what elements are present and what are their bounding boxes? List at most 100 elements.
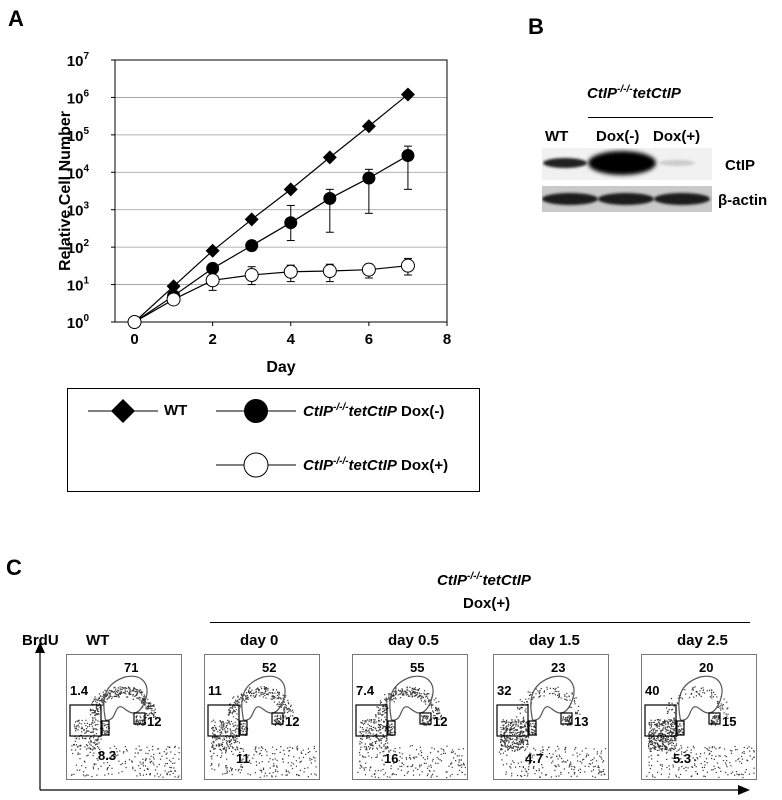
legend-dox-minus-gene: CtIP (303, 403, 333, 420)
legend-dox-minus-construct: tetCtIP (348, 403, 397, 420)
flow-group-construct: tetCtIP (482, 572, 531, 589)
data-point (166, 279, 181, 294)
blot-header-construct: tetCtIP (632, 85, 681, 102)
flow-plot-4 (641, 654, 757, 780)
data-point (244, 268, 259, 283)
data-point (323, 191, 337, 205)
y-tick-label: 101 (67, 276, 90, 295)
g1-gate (387, 720, 396, 736)
flow-plot-title: day 0.5 (388, 632, 439, 649)
legend-dox-minus-condition: Dox(-) (396, 403, 445, 420)
sub-g1-gate (69, 704, 102, 737)
g1-percent: 16 (384, 751, 399, 766)
data-point (322, 264, 337, 279)
sub-g1-gate (355, 704, 388, 737)
g2-percent: 12 (285, 714, 300, 729)
g2-gate (271, 712, 284, 725)
g1-percent: 8.3 (98, 748, 117, 763)
legend-wt-label: WT (164, 402, 188, 419)
data-point (166, 292, 181, 307)
x-tick-label: 4 (287, 331, 296, 348)
legend-dox-plus-construct: tetCtIP (348, 457, 397, 474)
ctip-band-wt (543, 158, 587, 168)
sub-g1-gate (496, 704, 529, 737)
row-label-actin: β-actin (718, 192, 768, 209)
s-phase-percent: 20 (699, 660, 714, 675)
g1-gate (528, 720, 537, 736)
legend-dox-minus-sup: -/-/- (333, 402, 349, 413)
x-tick-label: 6 (365, 331, 373, 348)
y-tick-label: 107 (67, 51, 90, 70)
flow-scatter (644, 675, 755, 779)
brdu-axis-label: BrdU (22, 632, 59, 649)
panel-b-letter: B (528, 14, 544, 39)
data-point (205, 243, 220, 258)
sub-g1-percent: 11 (208, 683, 222, 698)
s-phase-gate (530, 675, 575, 721)
data-point (205, 273, 220, 288)
sub-g1-gate (644, 704, 677, 737)
s-phase-gate (678, 675, 723, 721)
ctip-band-dox-plus (659, 160, 695, 166)
data-point (400, 87, 415, 102)
flow-plot-1 (204, 654, 320, 780)
x-tick-label: 0 (130, 331, 138, 348)
blot-header-rule (588, 117, 713, 118)
g2-percent: 13 (574, 714, 589, 729)
panel-a-letter: A (8, 6, 24, 31)
legend-dox-minus-marker (216, 399, 296, 423)
lane-label-dox-minus: Dox(-) (596, 128, 640, 145)
legend-dox-plus-condition: Dox(+) (396, 457, 449, 474)
dna-axis-arrowhead (738, 785, 750, 795)
blot-header: CtIP-/-/-tetCtIP (587, 84, 681, 102)
g1-gate (676, 720, 685, 736)
data-point (283, 264, 298, 279)
s-phase-gate (103, 675, 148, 721)
flow-scatter (355, 675, 466, 779)
blot-header-gene: CtIP (587, 85, 617, 102)
g1-percent: 11 (236, 751, 250, 766)
legend-dox-plus-sup: -/-/- (333, 456, 349, 467)
s-phase-percent: 23 (551, 660, 566, 675)
g2-percent: 12 (433, 714, 448, 729)
y-axis-label: Relative Cell Number (57, 111, 74, 271)
flow-group-rule (210, 622, 750, 623)
y-tick-label: 100 (67, 313, 90, 332)
legend-dox-plus-gene: CtIP (303, 457, 333, 474)
sub-g1-percent: 7.4 (356, 683, 375, 698)
g2-gate (133, 712, 146, 725)
g1-gate (239, 720, 248, 736)
legend-dox-minus-label: CtIP-/-/-tetCtIP Dox(-) (303, 402, 444, 420)
ctip-band-dox-minus (588, 151, 656, 175)
sub-g1-gate (207, 704, 240, 737)
sub-g1-percent: 1.4 (70, 683, 89, 698)
g1-percent: 4.7 (525, 751, 544, 766)
chart-legend: WT CtIP-/-/-tetCtIP Dox(-) CtIP-/-/-tetC… (67, 388, 480, 492)
sub-g1-percent: 32 (497, 683, 512, 698)
x-axis-label: Day (266, 359, 295, 376)
panel-c-letter: C (6, 555, 22, 580)
flow-plot-title: day 0 (240, 632, 279, 649)
g2-gate (419, 712, 432, 725)
flow-plot-title: day 1.5 (529, 632, 580, 649)
flow-plot-3 (493, 654, 609, 780)
brdu-axis-arrowhead (35, 642, 45, 653)
lane-label-dox-plus: Dox(+) (653, 128, 701, 145)
flow-scatter (496, 675, 607, 778)
g2-gate (708, 712, 721, 725)
actin-band-dox-plus (654, 193, 710, 205)
legend-wt-marker (88, 399, 158, 423)
flow-axes (35, 642, 750, 795)
data-point (400, 258, 415, 273)
western-blot-image (542, 148, 712, 212)
data-point (284, 216, 298, 230)
y-tick-label: 106 (67, 88, 90, 107)
flow-scatter (69, 675, 180, 778)
g2-percent: 15 (722, 714, 737, 729)
actin-band-dox-minus (598, 193, 654, 205)
lane-label-wt: WT (545, 128, 569, 145)
data-point (244, 212, 259, 227)
g1-gate (101, 720, 110, 736)
s-phase-percent: 52 (262, 660, 277, 675)
blot-header-sup: -/-/- (617, 84, 633, 95)
